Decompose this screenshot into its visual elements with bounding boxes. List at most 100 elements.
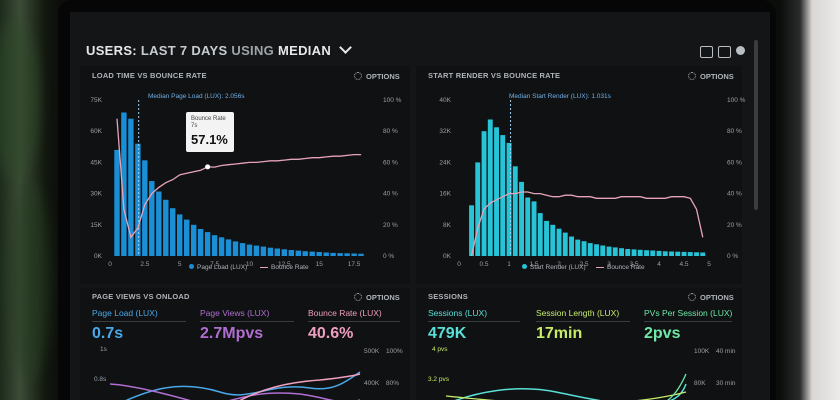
divider [200,321,294,322]
histogram-bar [600,245,606,256]
histogram-bar [675,251,681,256]
x-tick: 3.5 [629,261,638,268]
tooltip-marker [205,164,211,170]
histogram-bar [267,247,274,256]
x-tick: 12.5 [278,261,291,268]
page-views-panel: PAGE VIEWS VS ONLOAD OPTIONS Page Load (… [80,288,410,400]
share-icon[interactable] [718,46,731,58]
histogram-bar [606,246,612,256]
panel-title: LOAD TIME VS BOUNCE RATE [92,71,207,80]
options-label: OPTIONS [700,293,734,302]
histogram-bar [309,251,315,256]
histogram-bar [650,250,656,256]
median-label: Median Page Load (LUX): 2.056s [148,93,245,100]
dashboard-screen: USERS: LAST 7 DAYS USING MEDIAN LOAD TIM… [70,12,770,400]
histogram-bar [525,197,531,256]
histogram-bar [587,243,593,256]
legend-label: Start Render (LUX) [530,264,586,271]
y-tick-left: 30K [90,191,102,198]
x-tick: 4.5 [679,261,688,268]
histogram-bar [218,237,225,256]
histogram-bar [170,208,176,256]
histogram-bar [281,249,287,256]
y-tick: 30 min [716,380,736,387]
y-tick: 500K [364,348,380,355]
monitor-icon[interactable] [700,46,713,58]
y-tick: 100K [694,348,710,355]
divider [536,321,630,322]
panel-title: START RENDER VS BOUNCE RATE [428,71,561,80]
x-tick: 5 [178,261,182,268]
histogram-bar [197,229,204,256]
y-tick: 0.8s [94,376,107,383]
histogram-bar [330,252,336,256]
metric-value: 2pvs [644,325,681,342]
legend-swatch [189,264,194,269]
histogram-bar [506,142,512,256]
metric-value: 40.6% [308,325,354,342]
y-tick-left: 75K [90,97,102,104]
page-title[interactable]: USERS: LAST 7 DAYS USING MEDIAN [86,41,352,58]
scrollbar[interactable] [754,40,758,210]
dashboard-header: USERS: LAST 7 DAYS USING MEDIAN [70,12,770,58]
y-tick: 400K [364,380,380,387]
histogram-bar [575,239,581,256]
pvs-line [667,373,687,400]
y-tick-left: 24K [439,159,451,166]
histogram-bar [253,245,260,256]
options-label: OPTIONS [700,72,734,81]
y-tick-left: 40K [439,97,451,104]
histogram-bar [512,166,518,256]
metric-value: 2.7Mpvs [200,325,264,342]
x-tick: 1.5 [529,261,538,268]
y-tick-right: 80 % [383,128,398,135]
y-tick-left: 8K [443,222,452,229]
options-button[interactable]: OPTIONS [688,292,734,302]
gear-icon [354,72,362,80]
help-icon[interactable] [736,46,745,55]
histogram-bar [531,201,537,256]
histogram-bar [550,224,556,256]
histogram-bar [569,236,574,256]
metric-value: 0.7s [92,325,124,342]
y-tick-right: 60 % [383,159,398,166]
x-tick: 5 [707,261,711,268]
tooltip-x: 7s [191,123,198,129]
y-tick-left: 0K [443,253,452,260]
legend-item: Bounce Rate [260,264,309,271]
metric-label: PVs Per Session (LUX) [644,308,733,318]
gear-icon [688,293,696,301]
histogram-bar [156,191,162,256]
histogram-bar [537,213,543,256]
histogram-bar [184,219,190,256]
x-tick: 0 [457,261,461,268]
histogram-bar [631,249,637,256]
x-tick: 15 [316,261,324,268]
y-tick: 100% [386,348,403,355]
y-tick-right: 0 % [727,253,738,260]
options-button[interactable]: OPTIONS [354,292,400,302]
histogram-bar [149,181,155,256]
bounce-rate-line [116,118,362,239]
histogram-bar [500,135,506,256]
histogram-bar [323,252,329,256]
histogram-bar [191,224,197,256]
divider [92,321,186,322]
legend-swatch [596,266,604,269]
x-tick: 1 [507,261,511,268]
x-tick: 7.5 [210,261,219,268]
histogram-bar [351,253,357,256]
y-tick-right: 40 % [383,191,398,198]
histogram-bar [344,253,350,256]
divider [428,321,520,322]
x-tick: 17.5 [348,261,361,268]
options-button[interactable]: OPTIONS [688,71,734,81]
y-tick: 40 min [716,348,736,355]
histogram-bar [619,248,624,256]
options-button[interactable]: OPTIONS [354,71,400,81]
histogram-bar [625,249,631,256]
y-tick-left: 16K [439,191,451,198]
histogram-bar [594,244,599,256]
chevron-down-icon[interactable] [339,41,352,54]
panel-title: PAGE VIEWS VS ONLOAD [92,292,190,301]
